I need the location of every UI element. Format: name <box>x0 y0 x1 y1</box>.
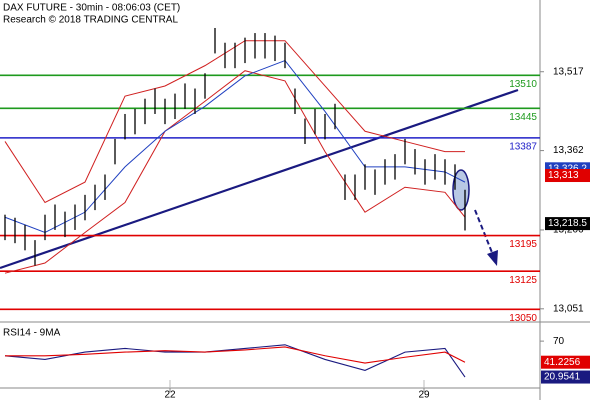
level-label: 13195 <box>509 239 537 250</box>
level-label: 13445 <box>509 112 537 123</box>
y-tick-label: 13,517 <box>553 66 584 77</box>
level-label: 13125 <box>509 275 537 286</box>
level-label: 13050 <box>509 313 537 324</box>
rsi-marker <box>541 355 590 369</box>
price-marker-label: 13,218.5 <box>548 218 587 229</box>
band-lower <box>4 70 466 274</box>
price-marker-label: 13,313 <box>548 170 579 181</box>
arrow <box>474 209 494 256</box>
arrow-head <box>487 250 498 266</box>
x-tick-label: 22 <box>164 390 176 400</box>
price-marker <box>545 169 590 183</box>
y-tick-label: 13,362 <box>553 145 584 156</box>
price-marker <box>545 217 590 231</box>
trendline <box>0 88 519 270</box>
rsi-marker-label: 20.9541 <box>544 372 581 383</box>
rsi-title: RSI14 - 9MA <box>3 328 61 339</box>
rsi-line <box>5 346 466 364</box>
rsi-line <box>4 344 466 378</box>
rsi-tick-label: 70 <box>553 336 565 347</box>
rsi-marker <box>541 370 590 384</box>
x-tick-label: 29 <box>418 390 430 400</box>
chart-title: DAX FUTURE - 30min - 08:06:03 (CET) <box>3 3 180 14</box>
level-label: 13510 <box>509 79 537 90</box>
level-label: 13387 <box>509 142 537 153</box>
chart-subtitle: Research © 2018 TRADING CENTRAL <box>3 15 178 26</box>
price-marker-label: 13,326.2 <box>548 163 587 174</box>
y-tick-label: 13,051 <box>553 303 584 314</box>
rsi-marker-label: 41.2256 <box>544 357 581 368</box>
